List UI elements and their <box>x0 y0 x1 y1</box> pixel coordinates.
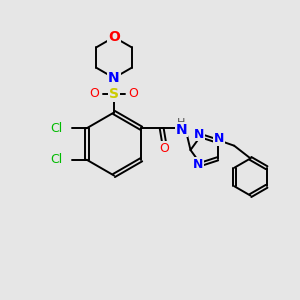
Text: N: N <box>176 123 187 137</box>
Text: N: N <box>108 71 120 85</box>
Text: Cl: Cl <box>50 153 63 166</box>
Text: N: N <box>194 128 205 141</box>
Text: S: S <box>109 87 119 101</box>
Text: O: O <box>90 87 99 101</box>
Text: N: N <box>108 69 120 83</box>
Text: N: N <box>193 158 204 171</box>
Text: N: N <box>214 132 224 145</box>
Text: O: O <box>129 87 138 101</box>
Text: H: H <box>177 118 185 128</box>
Text: Cl: Cl <box>50 122 63 135</box>
Text: O: O <box>159 142 169 154</box>
Text: O: O <box>108 30 120 44</box>
